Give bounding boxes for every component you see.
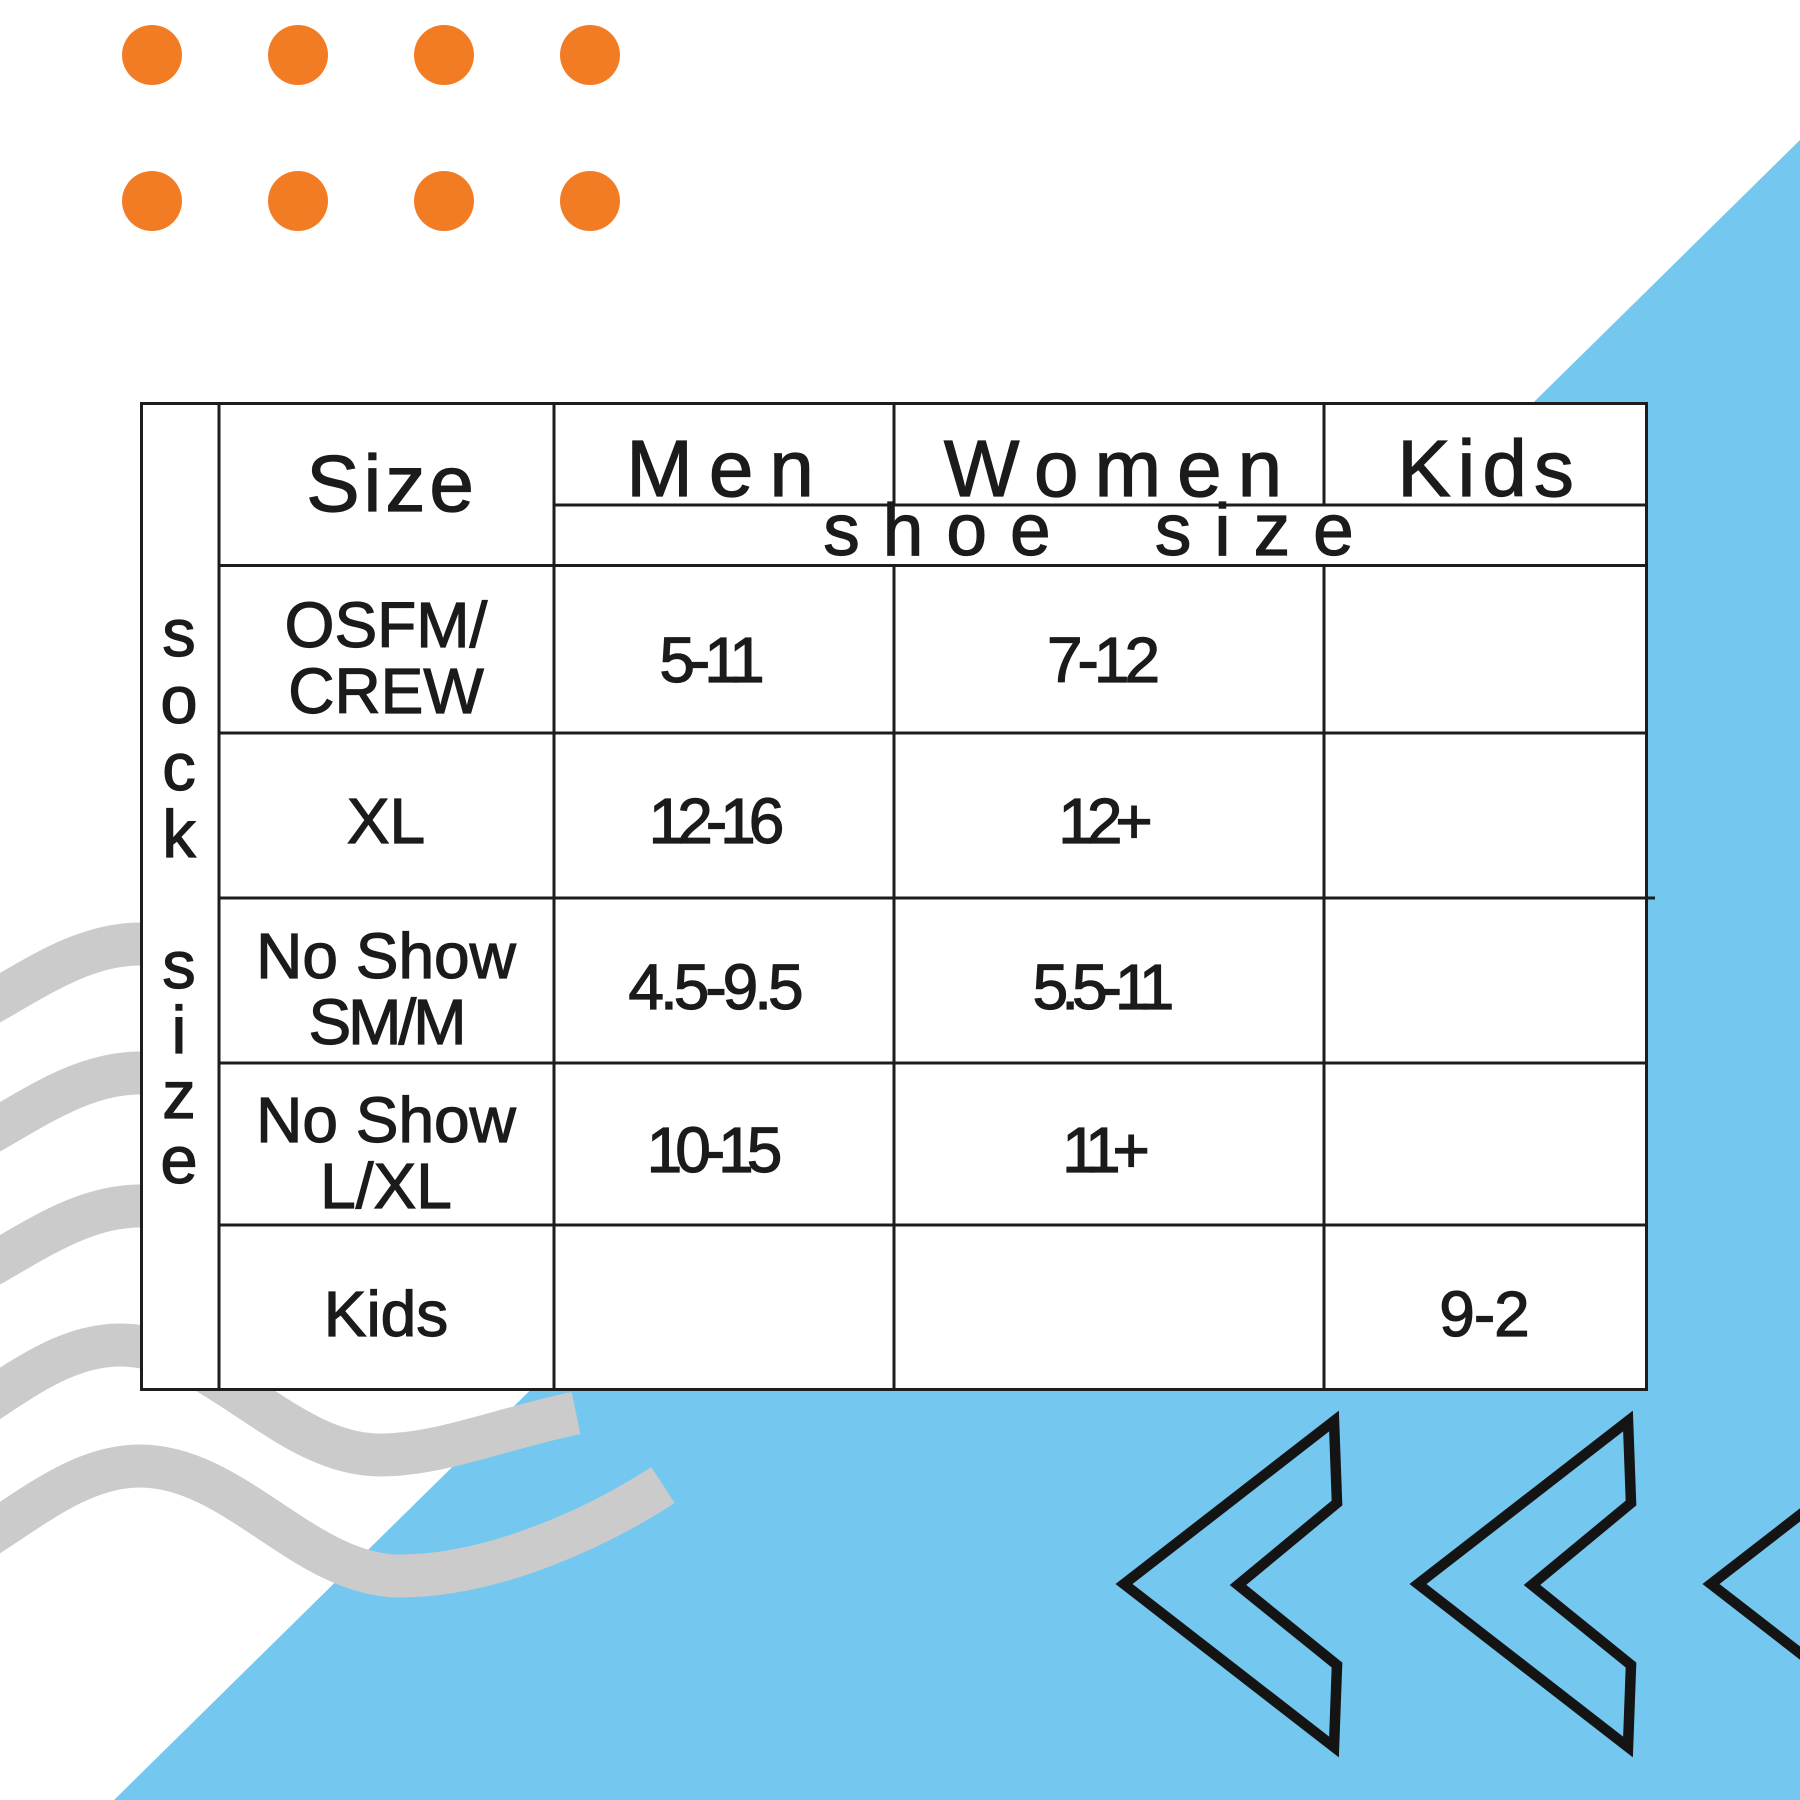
- svg-text:k: k: [162, 797, 196, 872]
- svg-text:s: s: [162, 596, 196, 671]
- svg-text:9-2: 9-2: [1439, 1278, 1529, 1350]
- svg-text:11+: 11+: [1062, 1114, 1147, 1186]
- svg-text:L/XL: L/XL: [320, 1150, 452, 1222]
- svg-text:c: c: [162, 730, 196, 805]
- svg-text:Kids: Kids: [1397, 424, 1581, 513]
- svg-text:o: o: [160, 663, 197, 738]
- svg-text:Size: Size: [306, 439, 478, 528]
- svg-text:12+: 12+: [1058, 785, 1150, 857]
- svg-text:5.5-11: 5.5-11: [1033, 951, 1172, 1023]
- svg-text:No Show: No Show: [256, 920, 516, 992]
- svg-text:Kids: Kids: [324, 1278, 449, 1350]
- svg-text:10-15: 10-15: [647, 1114, 780, 1186]
- svg-text:4.5-9.5: 4.5-9.5: [628, 951, 801, 1023]
- svg-text:shoe size: shoe size: [823, 490, 1376, 571]
- svg-text:SM/M: SM/M: [308, 986, 463, 1058]
- svg-text:Women: Women: [944, 424, 1298, 513]
- svg-text:No Show: No Show: [256, 1084, 516, 1156]
- svg-text:7-12: 7-12: [1047, 624, 1158, 696]
- svg-text:XL: XL: [347, 785, 425, 857]
- svg-text:e: e: [160, 1123, 197, 1198]
- svg-text:z: z: [162, 1058, 196, 1133]
- svg-text:Men: Men: [626, 424, 830, 513]
- svg-text:i: i: [172, 993, 187, 1068]
- svg-text:OSFM/: OSFM/: [285, 589, 488, 661]
- svg-text:s: s: [162, 928, 196, 1003]
- svg-text:12-16: 12-16: [649, 785, 782, 857]
- svg-text:5-11: 5-11: [659, 624, 762, 696]
- svg-text:CREW: CREW: [288, 655, 484, 727]
